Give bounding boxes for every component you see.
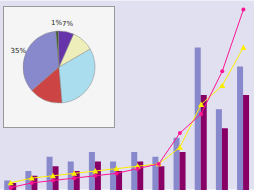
svg-text:7%: 7%: [62, 20, 73, 28]
svg-text:35%: 35%: [10, 47, 26, 55]
svg-text:1%: 1%: [51, 19, 62, 27]
